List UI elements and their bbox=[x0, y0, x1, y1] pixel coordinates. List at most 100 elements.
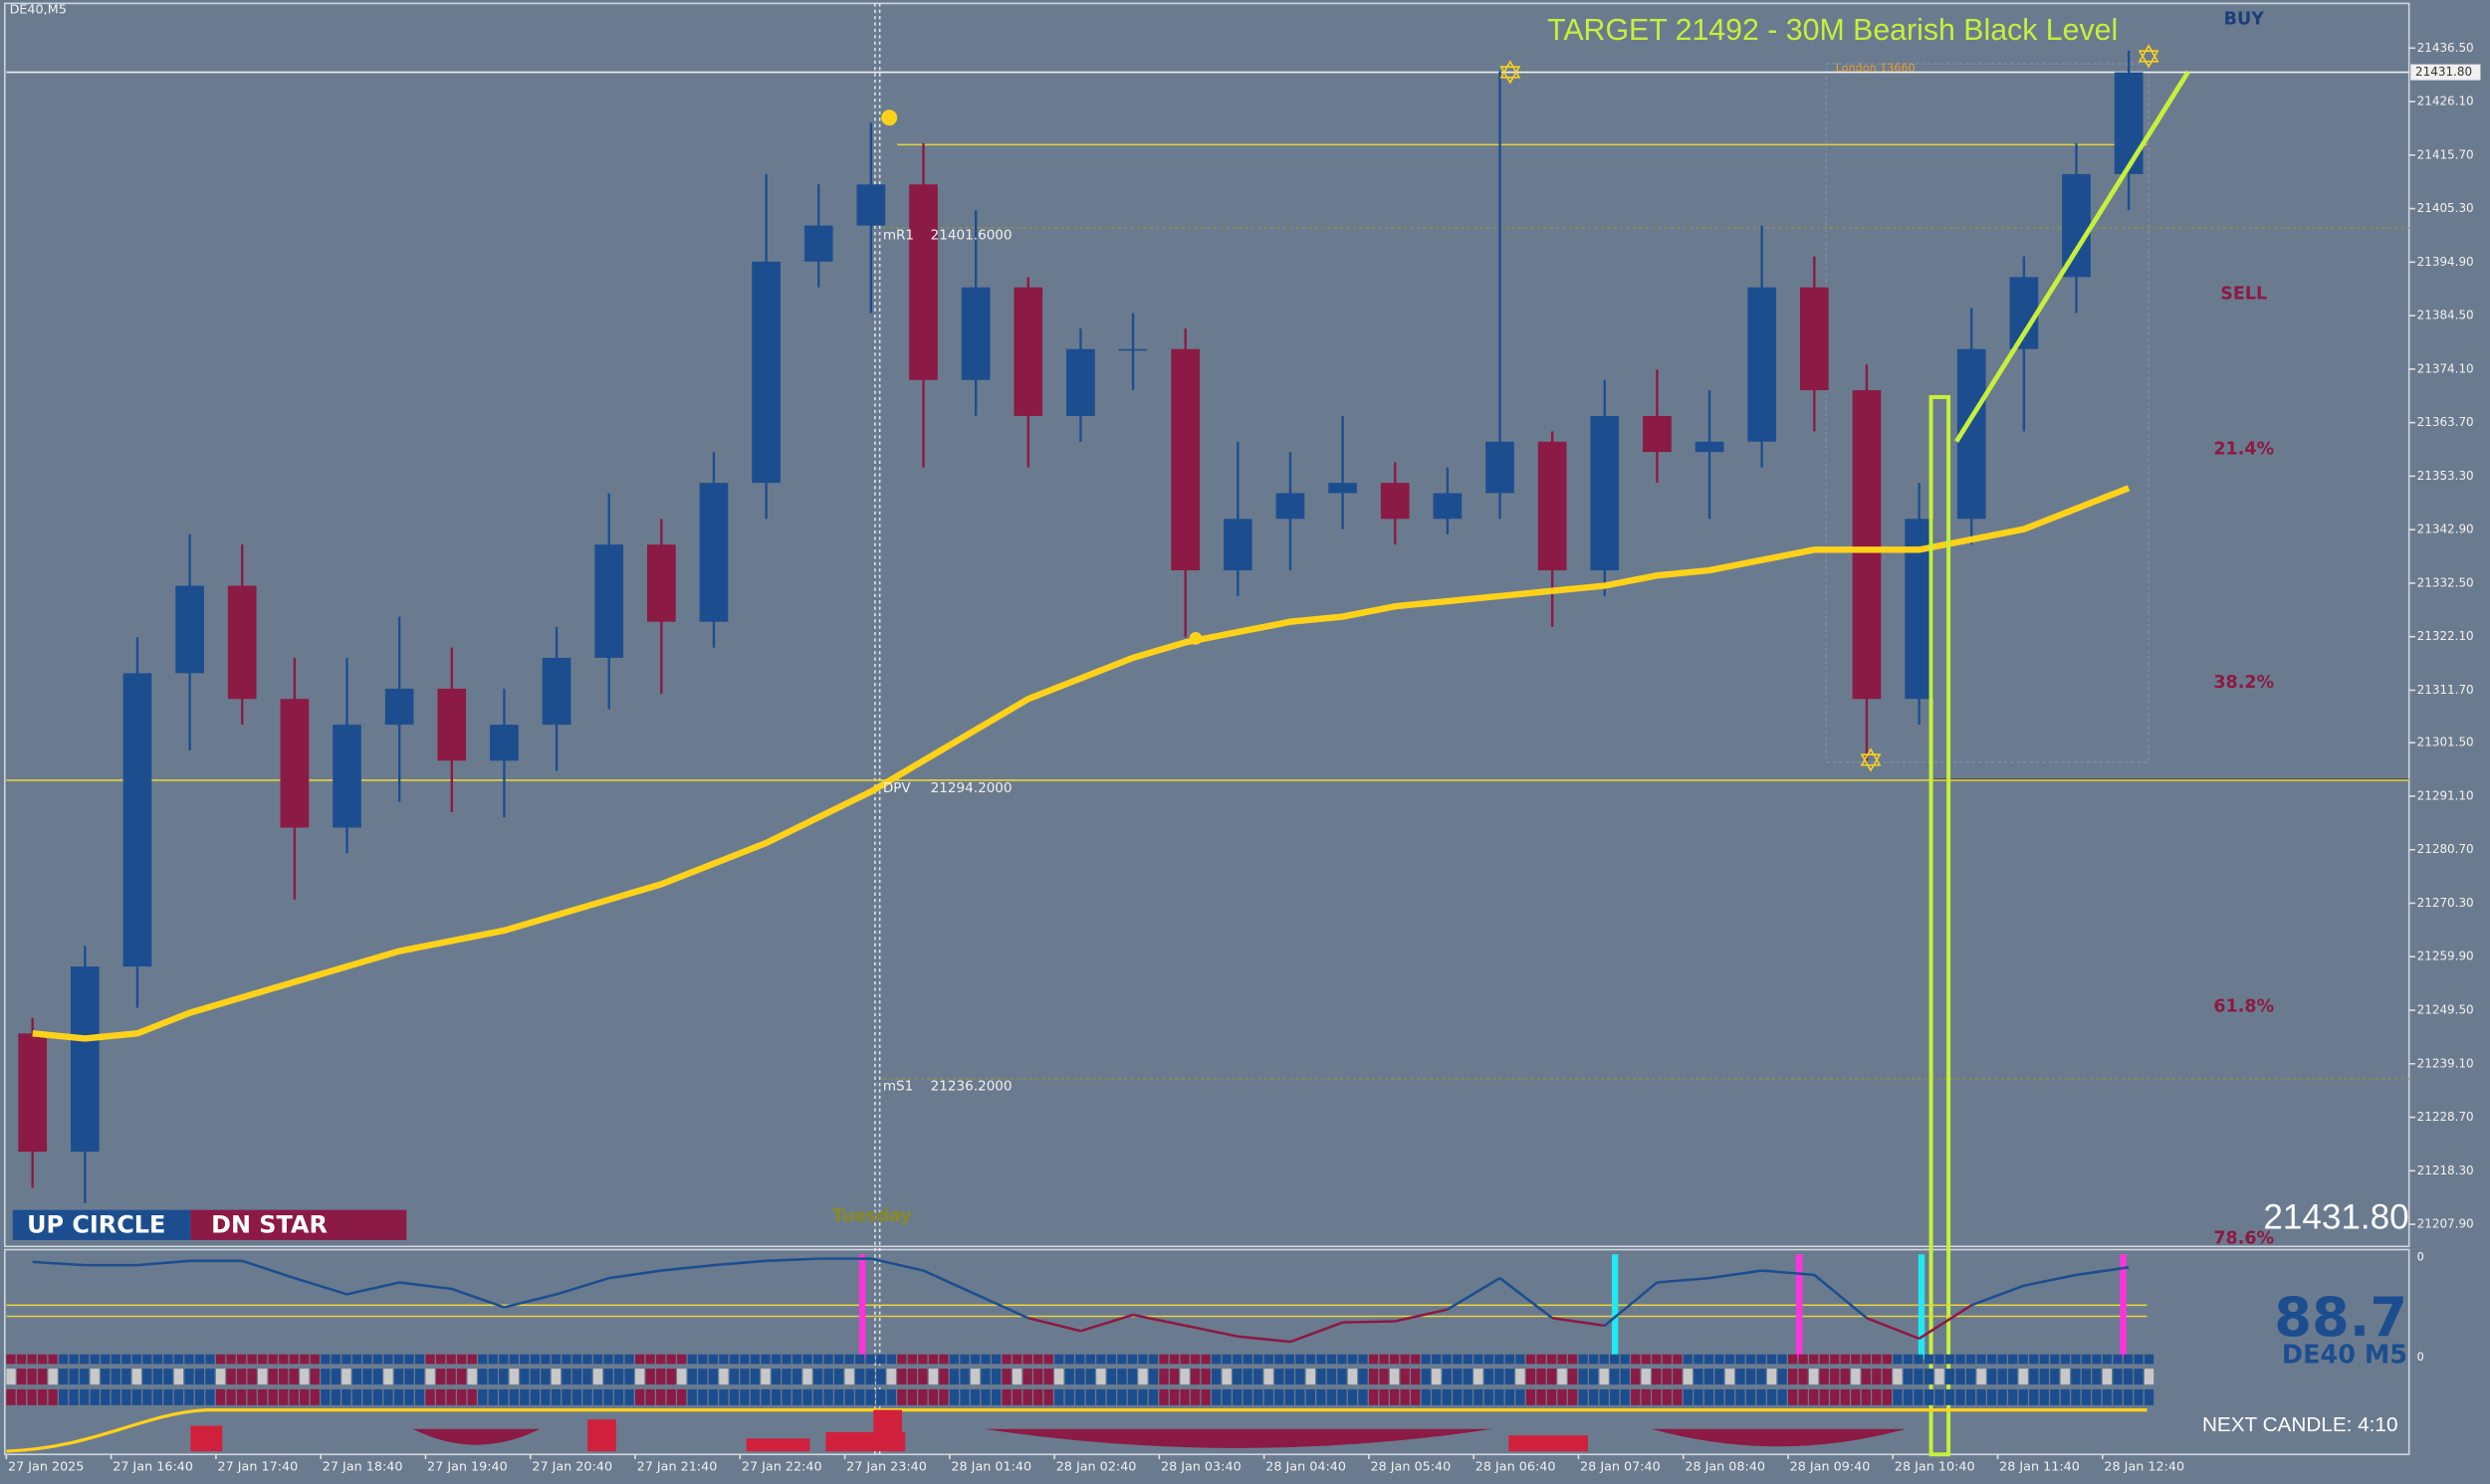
strip-cell bbox=[1316, 1354, 1326, 1365]
y-tick-label: 21228.70 bbox=[2417, 1110, 2474, 1124]
strip-cell bbox=[1212, 1354, 1222, 1365]
strip-cell bbox=[1222, 1354, 1232, 1365]
strip-cell bbox=[27, 1369, 37, 1385]
strip-cell bbox=[1840, 1388, 1850, 1405]
strip-cell bbox=[1735, 1354, 1745, 1365]
strip-cell bbox=[1127, 1369, 1138, 1385]
strip-cell bbox=[446, 1354, 456, 1365]
strip-cell bbox=[582, 1354, 592, 1365]
strip-cell bbox=[1117, 1369, 1127, 1385]
badge-label: UP CIRCLE bbox=[27, 1211, 165, 1239]
strip-cell bbox=[1766, 1388, 1777, 1405]
x-tick-label: 28 Jan 05:40 bbox=[1371, 1460, 1452, 1475]
strip-cell bbox=[812, 1388, 823, 1405]
strip-cell bbox=[719, 1354, 729, 1365]
strip-cell bbox=[1955, 1354, 1965, 1365]
x-tick-label: 28 Jan 07:40 bbox=[1580, 1460, 1661, 1475]
strip-cell bbox=[1703, 1388, 1714, 1405]
strip-cell bbox=[991, 1388, 1002, 1405]
y-tick-label: 21259.90 bbox=[2417, 950, 2474, 963]
strip-cell bbox=[1222, 1388, 1232, 1405]
strip-cell bbox=[393, 1369, 404, 1385]
strip-cell bbox=[981, 1354, 991, 1365]
oscillator-segment bbox=[608, 1269, 662, 1280]
strip-cell bbox=[467, 1354, 477, 1365]
session-box bbox=[1825, 63, 2150, 763]
strip-cell bbox=[1075, 1354, 1085, 1365]
strip-cell bbox=[1798, 1354, 1808, 1365]
strip-cell bbox=[2039, 1369, 2049, 1385]
strip-cell bbox=[1400, 1388, 1410, 1405]
y-tick-label: 21353.30 bbox=[2417, 469, 2474, 483]
strip-cell bbox=[425, 1388, 435, 1405]
strip-cell bbox=[1358, 1354, 1368, 1365]
x-tick-label: 27 Jan 20:40 bbox=[532, 1460, 612, 1475]
x-tick-label: 28 Jan 01:40 bbox=[951, 1460, 1031, 1475]
strip-cell bbox=[1914, 1369, 1924, 1385]
strip-cell bbox=[1033, 1354, 1043, 1365]
strip-cell bbox=[2113, 1388, 2123, 1405]
strip-cell bbox=[571, 1354, 582, 1365]
strip-cell bbox=[1903, 1369, 1914, 1385]
strip-cell bbox=[1557, 1354, 1567, 1365]
strip-cell bbox=[2144, 1354, 2154, 1365]
strip-cell bbox=[258, 1369, 268, 1385]
strip-cell bbox=[268, 1388, 278, 1405]
strip-cell bbox=[1756, 1354, 1766, 1365]
strip-cell bbox=[1735, 1369, 1745, 1385]
strip-cell bbox=[1934, 1354, 1944, 1365]
strip-cell bbox=[1263, 1369, 1273, 1385]
strip-cell bbox=[80, 1388, 90, 1405]
strip-cell bbox=[551, 1354, 562, 1365]
candle-body bbox=[437, 688, 467, 761]
strip-cell bbox=[1620, 1354, 1630, 1365]
strip-cell bbox=[2039, 1388, 2049, 1405]
strip-cell bbox=[1326, 1388, 1337, 1405]
strip-cell bbox=[1138, 1369, 1148, 1385]
y-tick-label: 21207.90 bbox=[2417, 1217, 2474, 1231]
strip-cell bbox=[372, 1369, 383, 1385]
strip-cell bbox=[163, 1369, 173, 1385]
strip-cell bbox=[1924, 1354, 1934, 1365]
strip-cell bbox=[1347, 1388, 1358, 1405]
oscillator-segment bbox=[346, 1281, 400, 1296]
strip-cell bbox=[1745, 1388, 1756, 1405]
strip-cell bbox=[6, 1354, 16, 1365]
strip-cell bbox=[247, 1354, 257, 1365]
strip-cell bbox=[687, 1388, 697, 1405]
strip-cell bbox=[907, 1388, 917, 1405]
strip-cell bbox=[1043, 1354, 1053, 1365]
strip-cell bbox=[1944, 1388, 1955, 1405]
y-tick-label: 21291.10 bbox=[2417, 788, 2474, 802]
strip-cell bbox=[236, 1369, 247, 1385]
strip-cell bbox=[2081, 1354, 2092, 1365]
candle-body bbox=[175, 585, 204, 674]
strip-cell bbox=[1389, 1388, 1400, 1405]
strip-cell bbox=[37, 1388, 48, 1405]
strip-cell bbox=[613, 1388, 624, 1405]
strip-cell bbox=[1002, 1354, 1012, 1365]
strip-cell bbox=[268, 1369, 278, 1385]
strip-cell bbox=[1295, 1388, 1305, 1405]
strip-cell bbox=[677, 1388, 687, 1405]
strip-cell bbox=[2102, 1369, 2113, 1385]
strip-cell bbox=[1745, 1354, 1756, 1365]
strip-cell bbox=[121, 1369, 131, 1385]
candle-body bbox=[2062, 173, 2091, 278]
strip-cell bbox=[1557, 1369, 1567, 1385]
strip-cell bbox=[592, 1369, 603, 1385]
strip-cell bbox=[562, 1369, 571, 1385]
strip-cell bbox=[1673, 1354, 1683, 1365]
strip-cell bbox=[425, 1354, 435, 1365]
strip-cell bbox=[1442, 1388, 1452, 1405]
oscillator-segment bbox=[1970, 1284, 2025, 1307]
strip-cell bbox=[1159, 1354, 1169, 1365]
strip-cell bbox=[2113, 1354, 2123, 1365]
oscillator-segment bbox=[556, 1276, 610, 1296]
candle-body bbox=[1118, 348, 1148, 351]
strip-cell bbox=[1683, 1388, 1693, 1405]
strip-cell bbox=[1022, 1369, 1032, 1385]
strip-cell bbox=[1284, 1369, 1294, 1385]
strip-cell bbox=[761, 1369, 771, 1385]
